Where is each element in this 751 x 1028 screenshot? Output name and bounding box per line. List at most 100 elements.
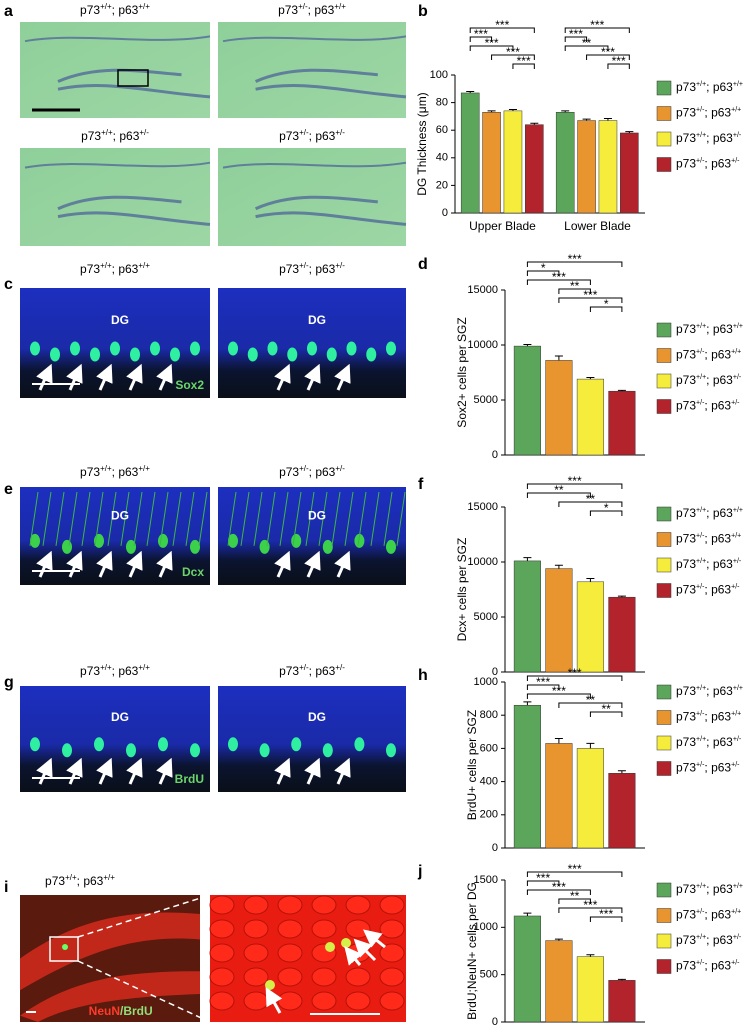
- significance-bracket: [469, 27, 535, 33]
- bar: [545, 568, 573, 673]
- cell: [70, 341, 80, 356]
- error-bar: [554, 737, 563, 744]
- cell: [94, 737, 104, 752]
- y-tick-label: 15000: [467, 501, 498, 513]
- arrow: [126, 550, 143, 578]
- y-axis-label: BrdU+ cells per SGZ: [465, 710, 479, 820]
- cell: [322, 539, 333, 554]
- dendrite: [227, 491, 237, 546]
- cell: [228, 533, 238, 548]
- significance-label: ***: [583, 288, 597, 302]
- bar: [608, 980, 636, 1023]
- bar: [608, 596, 636, 673]
- region-label: DG: [111, 313, 129, 327]
- panel-letter: i: [4, 879, 8, 896]
- bar: [577, 120, 596, 214]
- neuron: [243, 991, 269, 1011]
- y-axis-label: BrdU;NeuN+ cells per DG: [465, 882, 479, 1020]
- neuron: [243, 895, 269, 915]
- y-tick-label: 500: [480, 969, 498, 981]
- y-tick-label: 20: [436, 179, 448, 191]
- panel-letter: a: [4, 3, 13, 20]
- bar: [525, 124, 544, 214]
- significance-label: *: [541, 261, 546, 275]
- legend-label: p73+/-; p63+/-: [676, 399, 740, 413]
- tissue-band: [222, 35, 407, 43]
- bar: [482, 112, 501, 214]
- legend-swatch: [656, 959, 672, 974]
- legend-label: p73+/+; p63+/-: [676, 933, 742, 947]
- error-bar: [523, 701, 532, 706]
- significance-bracket: [607, 63, 630, 69]
- cell: [287, 347, 298, 362]
- bar: [608, 390, 636, 456]
- bar: [555, 112, 575, 214]
- dendrite: [292, 491, 302, 546]
- cell: [62, 539, 72, 554]
- cell: [170, 347, 180, 362]
- dentate-gyrus: [57, 195, 211, 226]
- significance-label: ***: [569, 27, 583, 41]
- legend-label: p73+/+; p63+/+: [676, 882, 743, 896]
- granule-layer: [20, 912, 200, 991]
- cell: [110, 341, 120, 356]
- dendrite: [94, 491, 104, 546]
- significance-label: ***: [474, 27, 488, 41]
- genotype-label: p73+/+; p63+/+: [80, 2, 150, 18]
- legend-label: p73+/+; p63+/-: [676, 735, 742, 749]
- region-label: DG: [308, 509, 326, 523]
- legend-label: p73+/-; p63+/+: [676, 532, 741, 546]
- arrow: [265, 987, 283, 1014]
- y-tick-label: 0: [492, 666, 498, 678]
- dendrite: [383, 491, 393, 546]
- y-tick-label: 1500: [474, 874, 498, 886]
- panel-letter: j: [417, 863, 422, 880]
- error-bar: [487, 110, 496, 113]
- cell: [62, 743, 72, 758]
- dendrite: [146, 491, 156, 546]
- legend-swatch: [656, 908, 672, 923]
- neuron: [345, 991, 371, 1011]
- arrow: [353, 938, 377, 962]
- cell: [130, 347, 140, 362]
- legend-label: p73+/+; p63+/+: [676, 322, 743, 336]
- dendrite: [172, 491, 182, 546]
- cell: [62, 944, 68, 950]
- cell: [326, 347, 337, 362]
- significance-label: **: [554, 483, 564, 497]
- y-axis-label: Dcx+ cells per SGZ: [455, 538, 469, 642]
- arrow: [126, 363, 143, 391]
- error-bar: [523, 912, 532, 916]
- bar: [545, 743, 573, 849]
- neuron: [311, 919, 337, 939]
- cell: [265, 980, 275, 990]
- genotype-label: p73+/+; p63+/+: [80, 663, 150, 679]
- y-tick-label: 100: [430, 69, 448, 81]
- neuron: [277, 991, 303, 1011]
- error-bar: [617, 389, 626, 392]
- neuron: [379, 991, 405, 1011]
- error-bar: [561, 110, 570, 113]
- neuron: [209, 991, 235, 1011]
- legend-swatch: [656, 761, 672, 776]
- neuron: [277, 919, 303, 939]
- cell: [158, 737, 168, 752]
- error-bar: [617, 978, 626, 981]
- neuron: [379, 895, 405, 915]
- error-bar: [508, 109, 517, 111]
- arrow: [156, 757, 173, 785]
- cell: [30, 533, 40, 548]
- legend-swatch: [656, 933, 672, 949]
- significance-label: ***: [568, 666, 582, 680]
- legend-label: p73+/-; p63+/+: [676, 106, 741, 120]
- neuron: [209, 967, 235, 987]
- neuron: [345, 895, 371, 915]
- significance-label: ***: [552, 880, 566, 894]
- neuron: [277, 967, 303, 987]
- error-bar: [586, 376, 595, 380]
- y-tick-label: 400: [480, 776, 498, 788]
- significance-bracket: [558, 702, 623, 708]
- significance-bracket: [512, 63, 535, 69]
- stain-label: BrdU: [175, 772, 204, 786]
- neuron: [209, 919, 235, 939]
